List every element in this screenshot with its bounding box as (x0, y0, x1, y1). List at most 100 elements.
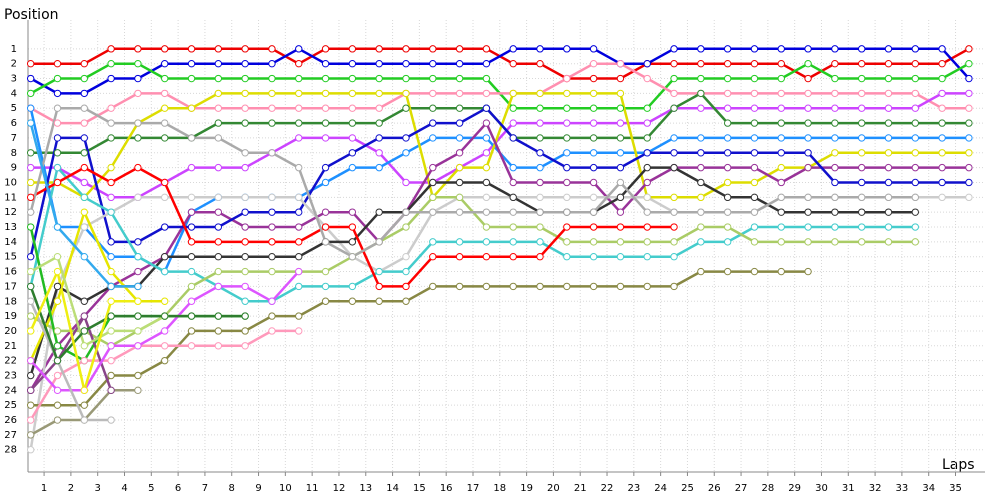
lap-marker (723, 74, 732, 83)
lap-marker (965, 149, 973, 157)
y-tick-label: 10 (4, 177, 17, 188)
lap-marker (321, 59, 330, 68)
lap-marker (965, 74, 973, 83)
lap-marker (777, 193, 785, 202)
lap-marker (402, 104, 410, 112)
lap-marker (750, 134, 759, 142)
lap-marker (965, 89, 973, 98)
lap-marker (831, 104, 839, 112)
lap-marker (107, 253, 115, 261)
lap-marker (884, 119, 893, 127)
lap-marker (857, 163, 866, 172)
lap-marker (482, 74, 491, 83)
lap-marker (402, 223, 410, 231)
lap-marker (321, 89, 330, 98)
lap-marker (241, 253, 249, 261)
lap-marker (563, 193, 571, 202)
lap-marker (295, 45, 303, 53)
y-tick-label: 15 (4, 252, 17, 263)
lap-marker (884, 238, 893, 246)
y-tick-label: 9 (11, 163, 17, 174)
lap-marker (80, 74, 88, 83)
y-tick-label: 8 (11, 148, 17, 159)
lap-marker (161, 193, 169, 202)
lap-marker (589, 238, 598, 246)
lap-marker (723, 267, 732, 276)
lap-marker (804, 74, 812, 83)
x-tick-label: 33 (896, 483, 909, 494)
lap-marker (804, 45, 812, 53)
lap-marker (509, 223, 517, 231)
lap-marker (134, 119, 142, 127)
y-tick-label: 28 (4, 445, 17, 456)
lap-marker (965, 163, 973, 172)
series-line (29, 106, 969, 257)
lap-marker (831, 149, 839, 157)
lap-marker (241, 297, 249, 305)
y-tick-label: 12 (4, 207, 17, 218)
lap-marker (295, 134, 303, 142)
lap-marker (214, 104, 223, 112)
x-tick-label: 17 (467, 483, 480, 494)
lap-marker (268, 267, 276, 276)
x-tick-label: 28 (761, 483, 774, 494)
lap-marker (482, 208, 491, 216)
x-tick-label: 20 (547, 483, 560, 494)
lap-marker (697, 59, 705, 68)
lap-marker (348, 253, 357, 261)
series-line (29, 210, 165, 362)
lap-marker (723, 104, 732, 112)
y-tick-label: 13 (4, 222, 17, 233)
lap-marker (321, 282, 330, 291)
y-tick-label: 26 (4, 415, 17, 426)
lap-marker (429, 193, 437, 202)
lap-marker (321, 163, 330, 172)
lap-marker (214, 223, 223, 231)
lap-marker (107, 163, 115, 172)
x-tick-label: 5 (148, 483, 154, 494)
lap-marker (134, 327, 142, 335)
lap-marker (241, 45, 249, 53)
lap-marker (53, 253, 62, 261)
lap-marker (670, 193, 678, 202)
lap-marker (563, 119, 571, 127)
lap-marker (268, 297, 276, 305)
lap-marker (53, 386, 62, 395)
lap-marker (241, 59, 249, 68)
lap-marker (295, 282, 303, 291)
lap-marker (375, 119, 383, 127)
lap-marker (375, 59, 383, 68)
lap-marker (134, 297, 142, 305)
lap-marker (241, 163, 249, 172)
x-tick-label: 25 (681, 483, 694, 494)
lap-marker (777, 208, 785, 216)
series-line (29, 166, 916, 303)
lap-marker (884, 223, 893, 231)
lap-marker (455, 282, 464, 291)
lap-marker (777, 74, 785, 83)
lap-marker (884, 208, 893, 216)
lap-marker (670, 89, 678, 98)
lap-marker (26, 59, 35, 68)
lap-marker (187, 342, 196, 350)
lap-marker (321, 45, 330, 53)
lap-marker (616, 223, 625, 231)
lap-marker (455, 74, 464, 83)
lap-marker (509, 59, 517, 68)
lap-marker (214, 163, 223, 172)
lap-marker (804, 149, 812, 157)
lap-marker (884, 59, 893, 68)
lap-marker (53, 89, 62, 98)
lap-marker (455, 149, 464, 157)
lap-marker (750, 104, 759, 112)
y-tick-label: 6 (11, 118, 17, 129)
lap-marker (884, 178, 893, 187)
lap-marker (375, 282, 383, 291)
lap-marker (857, 208, 866, 216)
lap-marker (161, 74, 169, 83)
lap-marker (777, 45, 785, 53)
lap-marker (80, 89, 88, 98)
lap-marker (161, 253, 169, 261)
lap-marker (348, 104, 357, 112)
lap-marker (938, 193, 946, 202)
